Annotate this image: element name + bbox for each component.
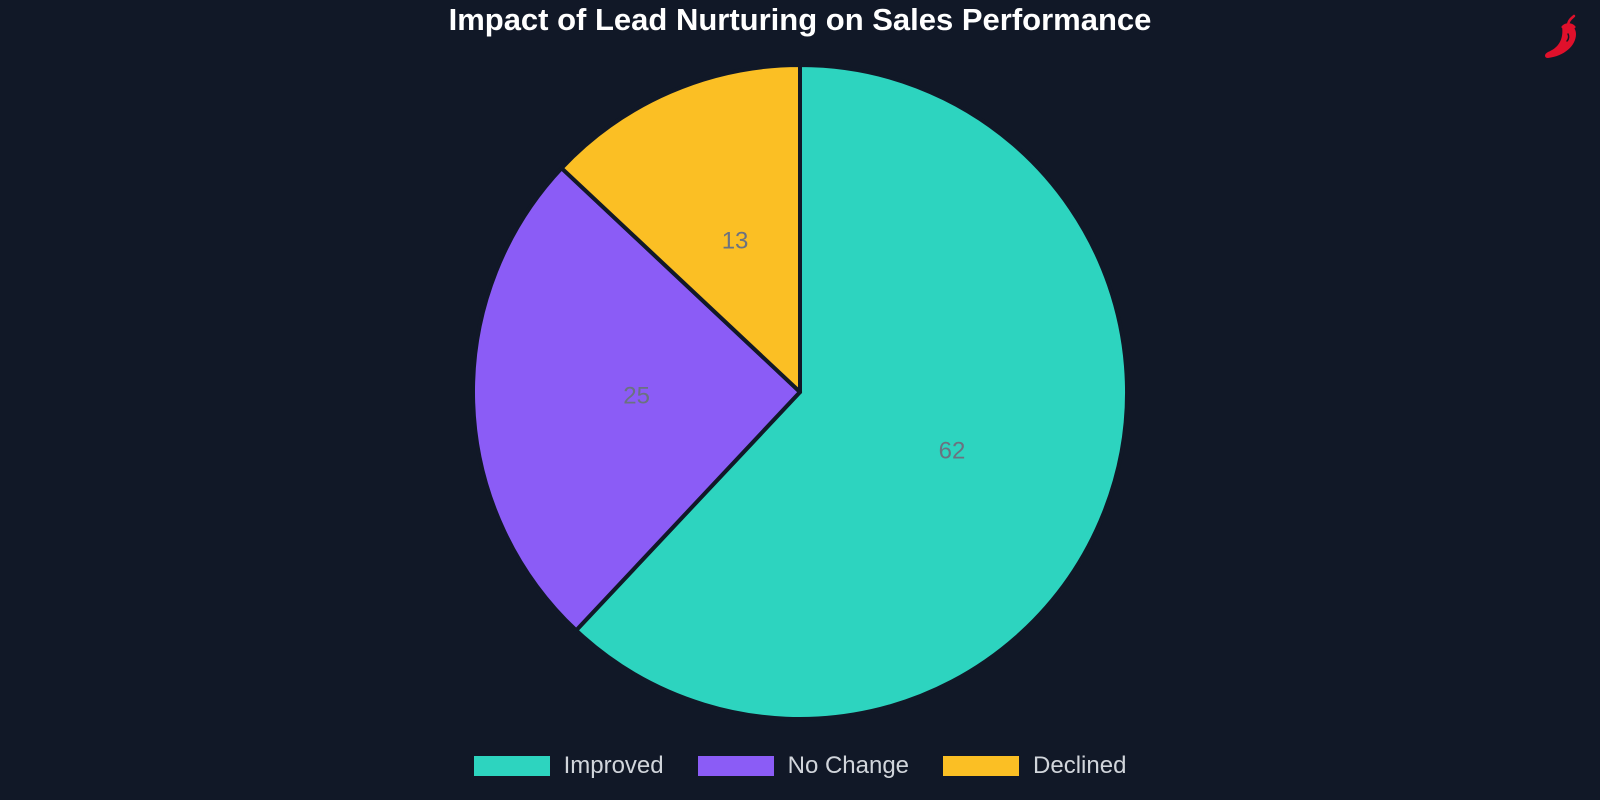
legend-label: No Change xyxy=(787,752,910,779)
legend-label: Improved xyxy=(563,752,664,779)
pie-slice-declined[interactable] xyxy=(559,63,802,394)
legend-item-no-change[interactable]: No Change xyxy=(697,752,910,780)
slice-value-label: 13 xyxy=(722,227,749,254)
slice-value-label: 62 xyxy=(939,438,966,465)
pie-slice-improved[interactable] xyxy=(574,63,1129,721)
legend: Improved No Change Declined xyxy=(0,752,1600,780)
legend-item-declined[interactable]: Declined xyxy=(943,752,1126,780)
legend-item-improved[interactable]: Improved xyxy=(473,752,664,780)
legend-swatch xyxy=(697,756,774,776)
chart-title: Impact of Lead Nurturing on Sales Perfor… xyxy=(448,2,1152,37)
legend-swatch xyxy=(473,756,550,776)
legend-swatch xyxy=(943,756,1020,776)
pie-slice-no-change[interactable] xyxy=(471,166,802,633)
slice-value-label: 25 xyxy=(623,382,650,409)
legend-label: Declined xyxy=(1033,752,1127,779)
chili-pepper-icon xyxy=(1545,14,1576,59)
